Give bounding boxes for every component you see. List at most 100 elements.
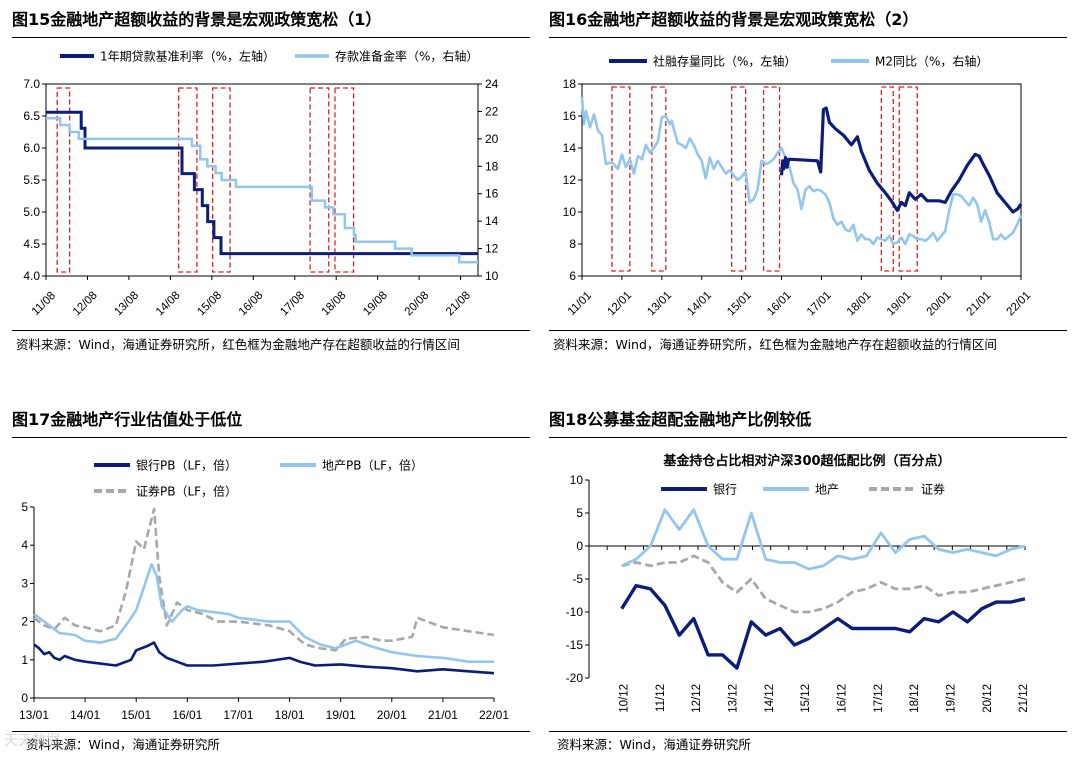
x-axis-tick-label: 22/01 <box>479 708 509 722</box>
right-axis-tick-label: 18 <box>485 159 499 173</box>
x-axis-tick-label: 16/01 <box>765 289 794 318</box>
y-axis-tick-label: 1 <box>21 653 28 667</box>
legend-label: 证券PB（LF，倍） <box>136 484 237 499</box>
y-axis-tick-label: 6 <box>569 269 576 283</box>
property-pb-line <box>33 563 494 663</box>
x-axis-tick-label: 16/08 <box>237 289 266 318</box>
right-axis-tick-label: 22 <box>485 104 499 118</box>
y-axis-tick-label: 10 <box>563 205 577 219</box>
highlight-box <box>880 86 894 272</box>
left-axis-tick-label: 6.0 <box>23 141 40 155</box>
legend-label: M2同比（%，右轴） <box>875 54 988 69</box>
social-financing-line <box>779 106 1023 214</box>
bank-pb-line <box>33 641 495 675</box>
x-axis-tick-label: 18/01 <box>275 708 305 722</box>
source-rule-18 <box>549 731 1067 732</box>
right-axis-tick-label: 24 <box>485 77 499 91</box>
right-axis-tick-label: 14 <box>485 214 499 228</box>
legend-label: 地产PB（LF，倍） <box>322 458 423 473</box>
x-axis-tick-label: 12/08 <box>71 289 100 318</box>
x-axis-tick-label: 20/08 <box>403 289 432 318</box>
source-rule-15 <box>12 330 530 331</box>
x-axis-tick-label: 15/01 <box>725 289 754 318</box>
highlight-box <box>212 87 231 273</box>
x-axis-tick-label: 11/01 <box>566 290 594 318</box>
x-axis-tick-label: 14/08 <box>154 289 183 318</box>
x-axis-tick-label: 14/12 <box>764 684 776 713</box>
highlight-box <box>651 86 667 272</box>
x-axis-tick-label: 19/08 <box>361 289 390 318</box>
y-axis-tick-label: 16 <box>563 109 577 123</box>
x-axis-tick-label: 15/08 <box>195 289 224 318</box>
bank-line <box>620 583 1026 670</box>
legend-label: 证券 <box>921 482 945 497</box>
x-axis-tick-label: 14/01 <box>685 289 714 318</box>
x-axis-tick-label: 17/01 <box>223 708 253 722</box>
x-axis-tick-label: 20/01 <box>377 708 407 722</box>
y-axis-tick-label: 5 <box>21 500 28 514</box>
x-axis-tick-label: 17/12 <box>873 684 885 713</box>
y-axis-tick-label: -5 <box>572 572 583 586</box>
x-axis-tick-label: 13/12 <box>728 684 740 713</box>
title-rule-15 <box>12 37 530 38</box>
property-line <box>621 508 1026 571</box>
left-axis-tick-label: 4.5 <box>23 237 40 251</box>
m2-line <box>580 96 1023 246</box>
panel-15: 图15金融地产超额收益的背景是宏观政策宽松（1） 4.0 4.5 5.0 5.5 6.0… <box>12 5 530 385</box>
chart-title: 基金持仓占比相对沪深300超低配比例（百分点） <box>662 453 950 469</box>
legend-label: 银行PB（LF，倍） <box>136 458 237 473</box>
y-axis-tick-label: -15 <box>566 638 584 652</box>
x-axis-tick-label: 17/01 <box>805 289 834 318</box>
x-axis-tick-label: 21/01 <box>428 708 458 722</box>
chart-18: 基金持仓占比相对沪深300超低配比例（百分点） -20 -15 -10 -5 0 5 10 10… <box>566 453 1031 713</box>
y-axis-tick-label: 3 <box>21 576 28 590</box>
title-rule-18 <box>549 437 1067 438</box>
legend-label: 1年期贷款基准利率（%，左轴） <box>100 49 275 64</box>
highlight-box <box>178 87 198 273</box>
plot-frame <box>45 83 479 277</box>
y-axis-tick-label: 5 <box>576 506 583 520</box>
plot-frame <box>581 83 1022 277</box>
source-note-16: 资料来源：Wind，海通证券研究所，红色框为金融地产存在超额收益的行情区间 <box>553 337 997 352</box>
left-axis-tick-label: 6.5 <box>23 109 40 123</box>
right-axis-tick-label: 10 <box>485 269 499 283</box>
x-axis-tick-label: 19/12 <box>946 684 958 713</box>
x-axis-tick-label: 11/12 <box>655 684 667 712</box>
highlight-box <box>56 87 71 273</box>
legend-label: 地产 <box>815 483 839 497</box>
x-axis-tick-label: 21/08 <box>444 289 473 318</box>
x-axis-tick-label: 16/01 <box>172 708 202 722</box>
x-axis-tick-label: 14/01 <box>70 708 100 722</box>
chart-16: 6 8 10 12 14 16 18 11/01 12/01 13/01 14/01 15/01 16/… <box>563 54 1034 319</box>
right-axis-tick-label: 20 <box>485 132 499 146</box>
highlight-box <box>611 86 631 272</box>
loan-rate-line <box>46 110 478 256</box>
x-axis-tick-label: 20/01 <box>925 289 954 318</box>
x-axis-tick-label: 15/12 <box>800 684 812 713</box>
y-axis-tick-label: -20 <box>566 671 584 685</box>
figure-title-17: 图17金融地产行业估值处于低位 <box>12 410 243 429</box>
legend-label: 社融存量同比（%，左轴） <box>653 54 796 69</box>
x-axis-tick-label: 17/08 <box>278 289 307 318</box>
panel-18: 图18公募基金超配金融地产比例较低 基金持仓占比相对沪深300超低配比例（百分点… <box>549 405 1067 762</box>
y-axis-tick-label: 8 <box>569 237 576 251</box>
source-note-18: 资料来源：Wind，海通证券研究所 <box>557 737 751 752</box>
left-axis-tick-label: 5.0 <box>23 205 40 219</box>
x-axis-tick-label: 13/08 <box>112 289 141 318</box>
y-axis-tick-label: 2 <box>21 615 28 629</box>
panel-17: 图17金融地产行业估值处于低位 0 1 2 3 4 5 13/01 14/01 15/01 16/… <box>12 405 530 762</box>
legend-label: 存款准备金率（%，右轴） <box>335 49 478 64</box>
y-axis-tick-label: 12 <box>563 173 577 187</box>
figure-title-18: 图18公募基金超配金融地产比例较低 <box>549 410 812 429</box>
source-rule-17 <box>12 731 530 732</box>
panel-16: 图16金融地产超额收益的背景是宏观政策宽松（2） 6 8 10 12 14 16 18 11/… <box>549 5 1067 385</box>
chart-15: 4.0 4.5 5.0 5.5 6.0 6.5 7.0 10 12 14 16 18 20 22 24 11/… <box>23 49 499 319</box>
securities-pb-line <box>33 507 495 652</box>
chart-17: 0 1 2 3 4 5 13/01 14/01 15/01 16/01 17/01 18/01 19/0… <box>19 458 509 723</box>
y-axis-tick-label: 10 <box>570 473 584 487</box>
figure-title-15: 图15金融地产超额收益的背景是宏观政策宽松（1） <box>12 10 382 29</box>
highlight-box <box>898 86 918 272</box>
right-axis-tick-label: 16 <box>485 187 499 201</box>
left-axis-tick-label: 7.0 <box>23 77 40 91</box>
y-axis-tick-label: 4 <box>21 538 28 552</box>
